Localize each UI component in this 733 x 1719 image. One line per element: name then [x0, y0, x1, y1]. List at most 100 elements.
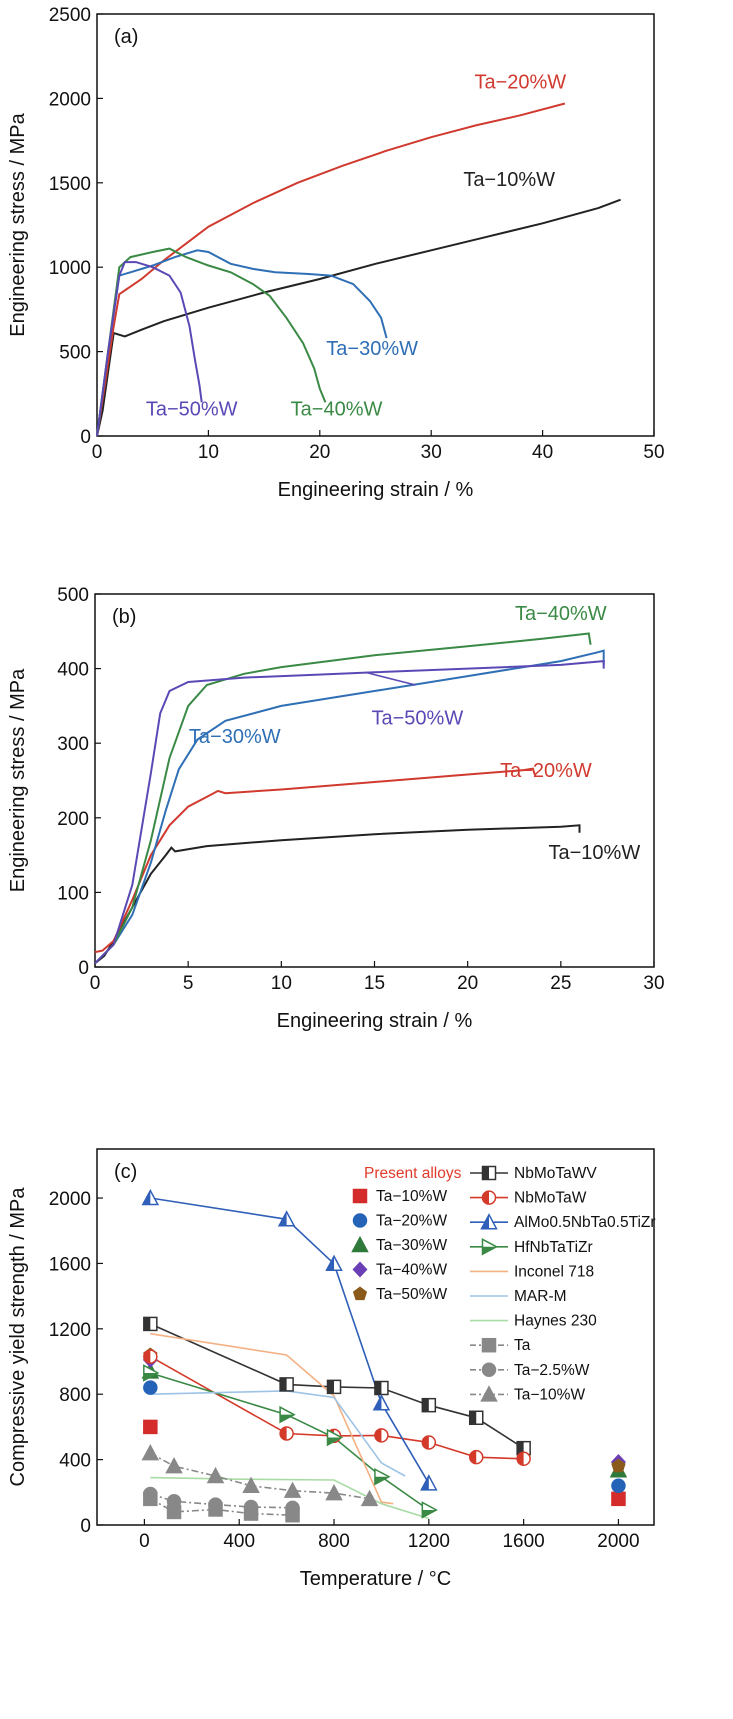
x-tick-label: 0 — [139, 1531, 150, 1552]
data-point-nbmotaw-fill — [143, 1350, 151, 1364]
plot-frame — [96, 13, 655, 437]
data-point-nbmotaw-fill — [517, 1452, 524, 1466]
data-point-hfnbtatizr-fill — [374, 1476, 389, 1485]
x-tick-label: 15 — [364, 973, 385, 994]
y-tick-label: 0 — [78, 958, 89, 979]
legend-heading: Present alloys — [364, 1165, 462, 1182]
series-line-ta-50-w — [94, 660, 605, 965]
series-group — [94, 632, 605, 965]
data-point-ta-2-5-w — [208, 1497, 223, 1512]
legend-label-nbmotaw: NbMoTaW — [514, 1190, 587, 1207]
series-label-ta-50-w: Ta−50%W — [371, 708, 463, 730]
legend-marker-almo0-5nbta0-5tizr-fill — [481, 1214, 489, 1229]
panel-b-chart: 0 5 10 15 20 25 300100200300400500Engineering … — [7, 585, 665, 1032]
x-tick-label: 40 — [532, 442, 553, 463]
series-label-ta-20-w: Ta−20%W — [474, 71, 566, 93]
series-label-ta-10-w: Ta−10%W — [549, 842, 641, 864]
data-point-ta-2-5-w — [243, 1499, 259, 1515]
data-point-ta-10-w — [141, 1443, 160, 1461]
x-axis-label: Temperature / °C — [300, 1568, 451, 1590]
series-line-ta-20-w — [96, 102, 566, 437]
series-label-ta-10-w: Ta−10%W — [463, 169, 555, 191]
plot-frame — [96, 1148, 655, 1526]
data-point-ta-50-w — [611, 1458, 626, 1473]
data-point-almo0-5nbta0-5tizr-fill — [421, 1475, 429, 1490]
data-point-nbmotawv-fill — [143, 1317, 151, 1331]
data-point-hfnbtatizr-fill — [327, 1437, 342, 1446]
data-point-ta-20-w — [143, 1380, 158, 1395]
data-point-ta-2-5-w — [166, 1494, 182, 1509]
series-line-ta-10-w — [94, 824, 581, 965]
x-axis-label: Engineering strain / % — [278, 479, 474, 501]
y-tick-label: 200 — [57, 809, 89, 830]
legend-label-haynes-230: Haynes 230 — [514, 1313, 597, 1330]
y-tick-label: 2000 — [49, 89, 91, 110]
y-tick-label: 100 — [57, 883, 89, 904]
series-label-ta-50-w: Ta−50%W — [146, 399, 238, 421]
x-axis-label: Engineering strain / % — [277, 1010, 473, 1032]
panel-label: (a) — [114, 26, 138, 48]
x-tick-label: 30 — [643, 973, 664, 994]
x-tick-label: 10 — [198, 442, 219, 463]
x-tick-label: 1200 — [408, 1531, 450, 1552]
legend-marker-hfnbtatizr-fill — [482, 1246, 497, 1255]
data-point-nbmotawv-fill — [469, 1411, 477, 1425]
panel-c-chart: 0 400 800 1200 1600 2000 0 400 800 1200 1600 2000 Te… — [7, 1148, 656, 1590]
y-tick-label: 2500 — [49, 5, 91, 26]
legend-label-ta: Ta — [514, 1337, 531, 1354]
x-tick-label: 20 — [457, 973, 478, 994]
series-label-ta-40-w: Ta−40%W — [291, 399, 383, 421]
y-tick-label: 0 — [80, 427, 91, 448]
legend-marker-ta-2-5-w — [481, 1362, 497, 1378]
data-point-almo0-5nbta0-5tizr-fill — [279, 1211, 287, 1226]
x-tick-label: 0 — [90, 973, 101, 994]
series-line-ta-30-w — [94, 649, 605, 965]
legend-label-hfnbtatizr: HfNbTaTiZr — [514, 1239, 593, 1256]
data-point-almo0-5nbta0-5tizr-fill — [142, 1190, 151, 1205]
y-tick-label: 400 — [57, 660, 89, 681]
x-tick-label: 400 — [223, 1531, 255, 1552]
legend-marker-nbmotaw-fill — [482, 1191, 489, 1205]
data-point-almo0-5nbta0-5tizr-fill — [373, 1395, 382, 1410]
data-point-ta-10-w — [283, 1481, 302, 1498]
data-point-nbmotawv-fill — [422, 1398, 429, 1412]
data-point-ta-10-w — [611, 1491, 626, 1507]
series-group — [96, 102, 621, 437]
x-tick-label: 30 — [421, 442, 442, 463]
y-tick-label: 500 — [59, 343, 91, 364]
data-point-ta-10-w — [143, 1419, 158, 1435]
y-tick-label: 2000 — [49, 1189, 91, 1210]
series-line-ta-20-w — [94, 767, 536, 954]
data-point-ta-10-w — [165, 1457, 183, 1474]
legend-label-ta-2-5-w: Ta−2.5%W — [514, 1362, 590, 1379]
y-tick-label: 1600 — [49, 1254, 91, 1275]
data-point-hfnbtatizr-fill — [280, 1414, 295, 1423]
x-tick-label: 5 — [183, 973, 194, 994]
legend-marker-ta — [481, 1337, 497, 1353]
legend-label-mar-m: MAR-M — [514, 1288, 567, 1305]
x-tick-label: 10 — [271, 973, 292, 994]
legend-marker-ta-20-w — [352, 1213, 368, 1228]
data-point-ta-10-w — [206, 1466, 225, 1484]
data-point-almo0-5nbta0-5tizr-fill — [326, 1256, 335, 1271]
series-label-ta-30-w: Ta−30%W — [326, 338, 418, 360]
legend-label-ta-20-w: Ta−20%W — [376, 1213, 447, 1230]
y-tick-label: 1500 — [49, 174, 91, 195]
legend-label-nbmotawv: NbMoTaWV — [514, 1165, 597, 1182]
data-point-ta-10-w — [242, 1476, 260, 1494]
legend-label-ta-10-w: Ta−10%W — [376, 1188, 447, 1205]
legend-marker-nbmotawv-fill — [482, 1166, 489, 1180]
data-point-nbmotawv-fill — [517, 1441, 524, 1455]
series-line-ta-10-w — [96, 198, 621, 437]
data-point-nbmotaw-fill — [469, 1450, 477, 1464]
series-line-nbmotaw — [149, 1355, 524, 1460]
legend-marker-ta-30-w — [351, 1235, 369, 1253]
data-point-nbmotawv-fill — [374, 1381, 382, 1395]
x-tick-label: 0 — [92, 442, 103, 463]
panel-label: (b) — [112, 606, 136, 628]
data-point-nbmotawv-fill — [280, 1377, 287, 1391]
x-tick-label: 50 — [643, 442, 664, 463]
y-tick-label: 400 — [59, 1451, 91, 1472]
panel-a-chart: 0 10 20 30 40 5005001000150020002500Engineeri… — [7, 5, 665, 501]
annotation-arrow — [364, 671, 416, 686]
